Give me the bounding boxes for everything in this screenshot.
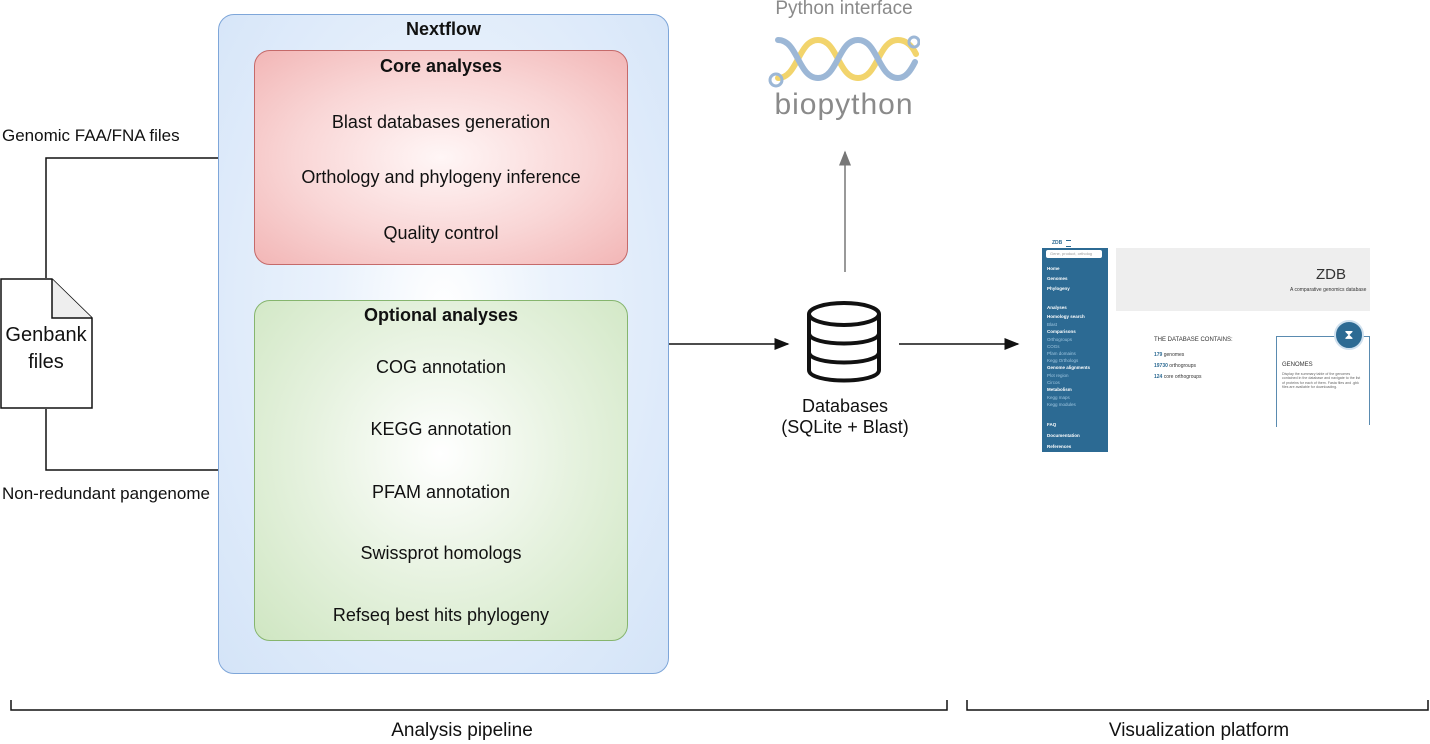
core-item: Quality control — [383, 223, 499, 243]
zdb-stat-label: orthogroups — [1169, 363, 1196, 369]
optional-analyses-box: Optional analyses COG annotation KEGG an… — [254, 300, 628, 641]
zdb-nav-item[interactable]: Kegg Orthologs — [1047, 358, 1079, 363]
arrow-faa-fna — [45, 152, 254, 278]
zdb-nav-item[interactable]: Plot region — [1047, 373, 1069, 378]
optional-item: PFAM annotation — [371, 482, 511, 502]
zdb-nav-item[interactable]: Genome alignments — [1047, 365, 1091, 370]
optional-item: Swissprot homologs — [360, 543, 522, 563]
zdb-stat-value: 19730 — [1154, 363, 1168, 369]
zdb-card-divider — [1369, 337, 1370, 425]
core-item: Orthology and phylogeny inference — [301, 167, 581, 187]
zdb-card-title: GENOMES — [1282, 362, 1313, 368]
biopython-helix-icon — [768, 35, 920, 88]
python-interface-title: Python interface — [775, 0, 913, 19]
zdb-subheading: A comparative genomics database — [1290, 287, 1367, 293]
database-label: Databases (SQLite + Blast) — [760, 396, 930, 438]
zdb-header-band — [1116, 248, 1370, 311]
genbank-line-2: files — [28, 351, 64, 373]
core-analyses-title: Core analyses — [379, 56, 503, 76]
arrow-pangenome — [45, 409, 254, 476]
database-label-line-1: Databases — [801, 396, 889, 416]
database-label-line-2: (SQLite + Blast) — [781, 417, 909, 437]
zdb-screenshot: ZDB Gene, product, ortholog Home Genomes… — [1040, 238, 1370, 460]
zdb-nav-item[interactable]: Analyses — [1047, 305, 1067, 310]
optional-item: KEGG annotation — [370, 419, 512, 439]
zdb-genomes-card[interactable] — [1276, 336, 1370, 427]
zdb-search-box[interactable] — [1046, 250, 1102, 258]
optional-analyses-title: Optional analyses — [363, 305, 519, 325]
zdb-contains-label: THE DATABASE CONTAINS: — [1154, 337, 1233, 343]
zdb-stat: 124 core orthogroups — [1154, 374, 1202, 380]
pangenome-label: Non-redundant pangenome — [2, 484, 210, 503]
genbank-file-icon — [0, 278, 93, 409]
zdb-nav-item[interactable]: Pfam domains — [1047, 351, 1076, 356]
zdb-genomes-badge-icon: ⧗ — [1334, 320, 1364, 350]
zdb-stat-value: 124 — [1154, 374, 1163, 380]
zdb-search-placeholder: Gene, product, ortholog — [1050, 251, 1093, 256]
zdb-nav-item[interactable]: Homology search — [1047, 314, 1085, 319]
zdb-nav-item[interactable]: Blast — [1047, 322, 1058, 327]
zdb-nav-item[interactable]: Home — [1047, 266, 1060, 271]
genbank-file-label: Genbank files — [0, 322, 92, 376]
zdb-nav-item[interactable]: Phylogeny — [1047, 286, 1070, 291]
zdb-stat-value: 179 — [1154, 352, 1163, 358]
zdb-stat: 179 genomes — [1154, 352, 1184, 358]
zdb-nav-item[interactable]: Kegg maps — [1047, 395, 1070, 400]
zdb-nav-item[interactable]: Orthogroups — [1047, 337, 1073, 342]
zdb-nav-item[interactable]: Comparisons — [1047, 329, 1076, 334]
nextflow-title: Nextflow — [405, 19, 481, 39]
zdb-heading: ZDB — [1316, 266, 1346, 283]
zdb-nav-item[interactable]: References — [1047, 444, 1072, 449]
optional-item: Refseq best hits phylogeny — [332, 605, 550, 625]
biopython-logo-text: biopython — [774, 88, 914, 121]
zdb-brand: ZDB — [1052, 240, 1063, 246]
zdb-nav-item[interactable]: Documentation — [1047, 433, 1080, 438]
bracket-visualization-platform — [966, 700, 1429, 711]
optional-item: COG annotation — [375, 357, 507, 377]
core-analyses-box: Core analyses Blast databases generation… — [254, 50, 628, 265]
analysis-pipeline-label: Analysis pipeline — [391, 720, 533, 741]
zdb-sidebar: Gene, product, ortholog Home Genomes Phy… — [1042, 248, 1108, 452]
zdb-stat-label: core orthogroups — [1163, 374, 1202, 380]
faa-fna-label: Genomic FAA/FNA files — [2, 126, 180, 145]
database-icon — [807, 301, 881, 383]
menu-icon — [1066, 240, 1071, 247]
zdb-nav-item[interactable]: Circos — [1047, 380, 1060, 385]
zdb-nav-item[interactable]: FAQ — [1047, 422, 1057, 427]
zdb-stat: 19730 orthogroups — [1154, 363, 1196, 369]
zdb-nav-item[interactable]: Metabolism — [1047, 387, 1072, 392]
zdb-stat-label: genomes — [1163, 352, 1185, 358]
visualization-platform-label: Visualization platform — [1108, 720, 1290, 741]
genbank-line-1: Genbank — [5, 324, 87, 346]
bracket-analysis-pipeline — [10, 700, 948, 711]
zdb-nav-item[interactable]: Genomes — [1047, 276, 1068, 281]
zdb-nav-item[interactable]: Kegg modules — [1047, 402, 1076, 407]
core-item: Blast databases generation — [331, 112, 551, 132]
zdb-card-text: Display the summary table of the genomes… — [1282, 372, 1361, 390]
zdb-nav-item[interactable]: COGs — [1047, 344, 1060, 349]
